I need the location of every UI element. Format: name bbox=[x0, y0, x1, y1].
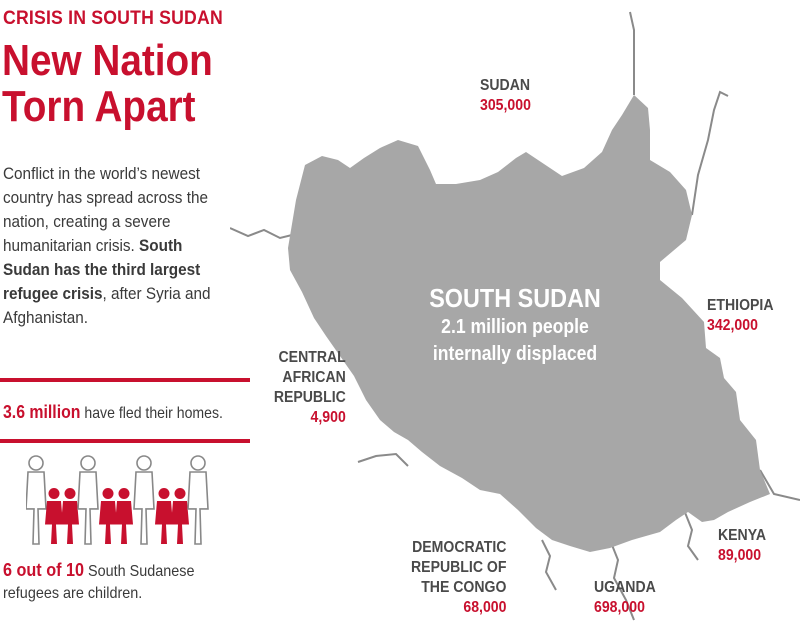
children-text: South Sudanese refugees are children. bbox=[3, 563, 195, 602]
drc-name-3: THE CONGO bbox=[420, 579, 506, 596]
intro-bold: South Sudan has the third largest refuge… bbox=[3, 236, 201, 303]
label-kenya: KENYA 89,000 bbox=[718, 526, 766, 566]
uganda-name: UGANDA bbox=[594, 579, 656, 596]
label-sudan: SUDAN 305,000 bbox=[480, 76, 531, 116]
child-figure-icon bbox=[171, 488, 189, 544]
ethiopia-name: ETHIOPIA bbox=[707, 297, 774, 314]
kenya-value: 89,000 bbox=[718, 547, 762, 564]
label-car: CENTRAL AFRICAN REPUBLIC 4,900 bbox=[274, 348, 346, 428]
border-kenya bbox=[683, 509, 699, 561]
border-drc-south bbox=[541, 539, 557, 591]
child-figure-icon bbox=[45, 488, 63, 544]
info-panel: CRISIS IN SOUTH SUDAN New Nation Torn Ap… bbox=[0, 0, 262, 640]
south-sudan-shape bbox=[288, 95, 770, 552]
border-sudan-north bbox=[629, 11, 635, 95]
border-car-west bbox=[230, 227, 297, 240]
south-sudan-name: SOUTH SUDAN bbox=[429, 283, 601, 313]
child-figure-icon bbox=[99, 488, 117, 544]
fled-stat: 3.6 million have fled their homes. bbox=[3, 402, 223, 423]
ethiopia-value: 342,000 bbox=[707, 317, 758, 334]
fled-value: 3.6 million bbox=[3, 402, 81, 422]
children-stat: 6 out of 10 South Sudanese refugees are … bbox=[3, 559, 228, 605]
map bbox=[230, 11, 800, 621]
child-figure-icon bbox=[115, 488, 133, 544]
south-sudan-label: SOUTH SUDAN 2.1 million people internall… bbox=[410, 282, 620, 368]
people-group bbox=[26, 455, 209, 545]
drc-name-2: REPUBLIC OF bbox=[410, 559, 506, 576]
kenya-name: KENYA bbox=[718, 527, 767, 544]
divider-top bbox=[0, 378, 250, 382]
children-value: 6 out of 10 bbox=[3, 560, 85, 580]
label-uganda: UGANDA 698,000 bbox=[594, 578, 656, 618]
headline-line-2: Torn Apart bbox=[2, 82, 196, 131]
headline-line-1: New Nation bbox=[2, 36, 213, 85]
border-ethiopia-east bbox=[759, 469, 800, 501]
child-figure-icon bbox=[61, 488, 79, 544]
displaced-line-1: 2.1 million people bbox=[441, 316, 589, 338]
adult-figure-icon bbox=[187, 455, 209, 545]
border-lines bbox=[230, 11, 800, 621]
adult-figure-icon bbox=[133, 455, 155, 545]
car-value: 4,900 bbox=[310, 409, 346, 426]
intro-part-1: Conflict in the world’s newest country h… bbox=[3, 164, 208, 255]
adult-figure-icon bbox=[26, 455, 47, 545]
people-icons bbox=[26, 455, 209, 545]
car-name-2: AFRICAN bbox=[282, 369, 346, 386]
label-ethiopia: ETHIOPIA 342,000 bbox=[707, 296, 773, 336]
sudan-name: SUDAN bbox=[480, 77, 531, 94]
fled-text: have fled their homes. bbox=[80, 405, 223, 422]
border-uganda bbox=[609, 539, 635, 621]
sudan-value: 305,000 bbox=[480, 97, 531, 114]
adult-figure-icon bbox=[77, 455, 99, 545]
car-name-3: REPUBLIC bbox=[274, 389, 346, 406]
uganda-value: 698,000 bbox=[594, 599, 645, 616]
intro-paragraph: Conflict in the world’s newest country h… bbox=[3, 162, 219, 330]
border-drc bbox=[357, 452, 409, 467]
car-name-1: CENTRAL bbox=[278, 349, 346, 366]
drc-name-1: DEMOCRATIC bbox=[411, 539, 506, 556]
drc-value: 68,000 bbox=[462, 599, 506, 616]
label-drc: DEMOCRATIC REPUBLIC OF THE CONGO 68,000 bbox=[411, 538, 506, 618]
divider-middle bbox=[0, 439, 250, 443]
intro-part-2: , after Syria and Afghanistan. bbox=[3, 284, 211, 327]
border-ethiopia-north bbox=[691, 90, 729, 216]
headline: New Nation Torn Apart bbox=[2, 38, 213, 130]
kicker-title: CRISIS IN SOUTH SUDAN bbox=[3, 8, 223, 29]
child-figure-icon bbox=[155, 488, 173, 544]
displaced-line-2: internally displaced bbox=[432, 343, 598, 365]
